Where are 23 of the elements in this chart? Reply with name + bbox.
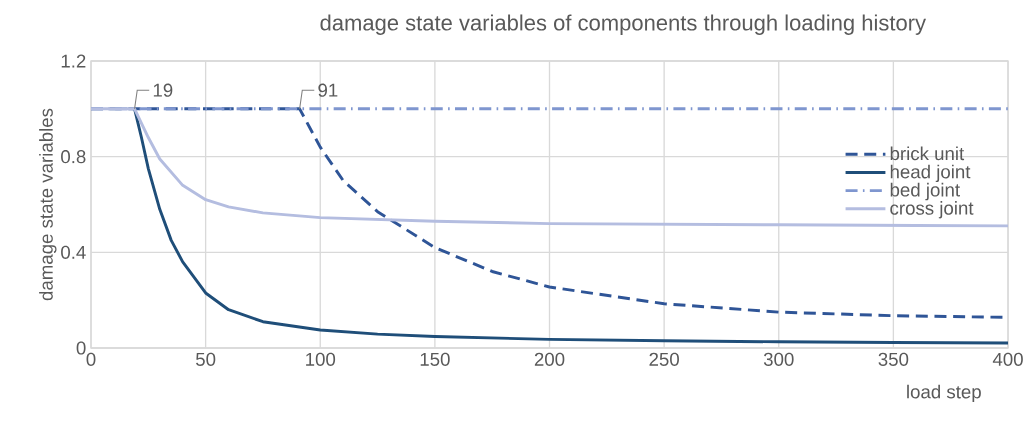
y-axis-title: damage state variables — [39, 108, 57, 301]
chart-title: damage state variables of components through loading history — [320, 14, 926, 35]
x-tick-label: 200 — [534, 352, 565, 366]
legend-label: head joint — [890, 164, 971, 183]
annotation: 19 — [153, 83, 173, 97]
x-tick-label: 300 — [763, 352, 794, 366]
y-tick-label: 0.8 — [61, 150, 86, 164]
y-tick-label: 1.2 — [61, 54, 86, 68]
legend-label: brick unit — [890, 146, 965, 161]
line-series — [91, 107, 1009, 228]
x-tick-label: 50 — [196, 352, 216, 366]
x-tick-label: 250 — [649, 352, 679, 366]
x-tick-label: 100 — [306, 352, 336, 366]
legend-label: bed joint — [890, 182, 960, 201]
x-axis-title: load step — [907, 384, 981, 403]
x-tick-label: 150 — [420, 352, 450, 366]
legend-label: cross joint — [890, 201, 974, 219]
x-tick-label: 400 — [992, 352, 1023, 366]
x-tick-label: 0 — [86, 352, 96, 366]
x-tick-label: 350 — [878, 352, 909, 366]
y-tick-label: 0.4 — [61, 245, 86, 259]
annotation: 91 — [318, 83, 338, 97]
y-tick-label: 0 — [76, 341, 86, 355]
